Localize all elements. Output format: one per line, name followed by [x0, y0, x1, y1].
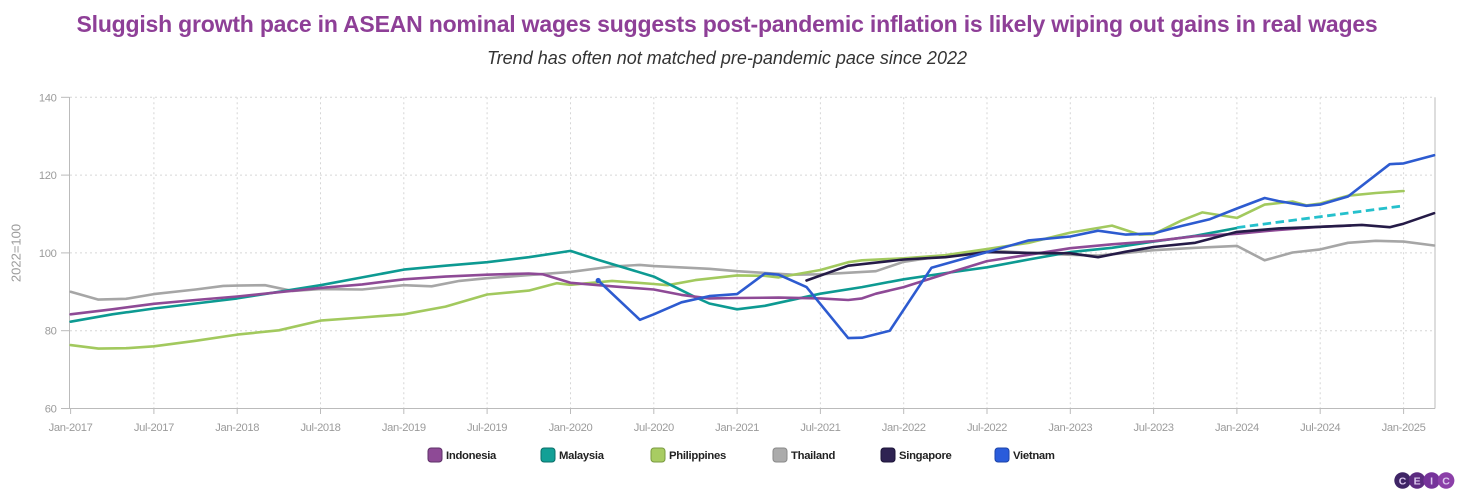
svg-text:Jan-2020: Jan-2020	[549, 422, 593, 434]
svg-text:Jul-2018: Jul-2018	[300, 422, 340, 434]
svg-text:Jul-2022: Jul-2022	[967, 422, 1007, 434]
svg-text:80: 80	[45, 326, 57, 338]
svg-text:Jul-2020: Jul-2020	[634, 422, 674, 434]
svg-text:Vietnam: Vietnam	[1013, 450, 1055, 462]
svg-text:I: I	[1430, 475, 1433, 487]
svg-text:Jul-2019: Jul-2019	[467, 422, 507, 434]
svg-text:Malaysia: Malaysia	[559, 450, 605, 462]
svg-text:Trend has often not matched pr: Trend has often not matched pre-pandemic…	[487, 48, 967, 68]
svg-text:C: C	[1442, 475, 1450, 487]
svg-text:Jan-2024: Jan-2024	[1215, 422, 1259, 434]
svg-text:Jan-2021: Jan-2021	[715, 422, 759, 434]
svg-text:Jul-2021: Jul-2021	[800, 422, 840, 434]
svg-text:Jan-2022: Jan-2022	[882, 422, 926, 434]
svg-text:140: 140	[39, 92, 57, 104]
svg-text:Indonesia: Indonesia	[446, 450, 497, 462]
svg-text:2022=100: 2022=100	[9, 224, 24, 282]
svg-text:Jan-2017: Jan-2017	[49, 422, 93, 434]
svg-text:Jul-2023: Jul-2023	[1134, 422, 1174, 434]
svg-text:Thailand: Thailand	[791, 450, 835, 462]
svg-text:100: 100	[39, 248, 57, 260]
svg-text:Jan-2023: Jan-2023	[1048, 422, 1092, 434]
svg-text:120: 120	[39, 170, 57, 182]
svg-text:E: E	[1414, 475, 1421, 487]
svg-text:Sluggish growth pace in ASEAN: Sluggish growth pace in ASEAN nominal wa…	[76, 11, 1377, 37]
svg-text:60: 60	[45, 404, 57, 416]
svg-text:Jan-2025: Jan-2025	[1382, 422, 1426, 434]
svg-text:Jul-2017: Jul-2017	[134, 422, 174, 434]
svg-text:Jul-2024: Jul-2024	[1300, 422, 1340, 434]
svg-text:Philippines: Philippines	[669, 450, 726, 462]
svg-text:C: C	[1399, 475, 1407, 487]
svg-text:Jan-2019: Jan-2019	[382, 422, 426, 434]
svg-text:Jan-2018: Jan-2018	[215, 422, 259, 434]
svg-text:Singapore: Singapore	[899, 450, 952, 462]
